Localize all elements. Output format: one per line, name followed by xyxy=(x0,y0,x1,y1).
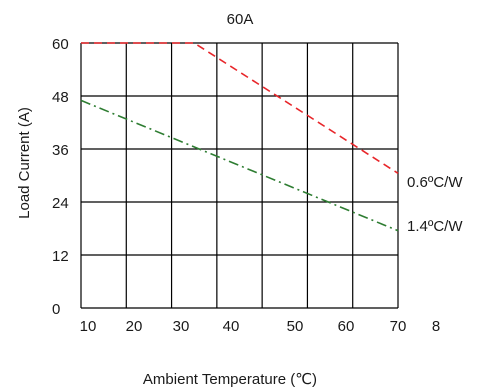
grid xyxy=(80,42,399,309)
y-tick-label: 36 xyxy=(52,142,69,159)
y-tick-label: 24 xyxy=(52,195,69,212)
x-tick-label: 40 xyxy=(223,318,240,335)
tick-labels: 0 12 24 36 48 60 10 20 30 40 50 60 70 8 xyxy=(52,36,440,335)
x-tick-label: 50 xyxy=(287,318,304,335)
y-tick-label: 12 xyxy=(52,248,69,265)
series-line-2 xyxy=(80,99,399,232)
y-axis-label: Load Current (A) xyxy=(16,107,33,219)
legend-label-1: 0.6ºC/W xyxy=(407,174,463,191)
x-tick-label: 60 xyxy=(338,318,355,335)
legend-label-2: 1.4ºC/W xyxy=(407,218,463,235)
series-line-1 xyxy=(81,42,399,174)
x-tick-label: 10 xyxy=(80,318,97,335)
x-axis-label: Ambient Temperature (℃) xyxy=(143,371,317,388)
y-tick-label: 60 xyxy=(52,36,69,53)
x-tick-label: 70 xyxy=(390,318,407,335)
y-tick-label: 0 xyxy=(52,301,60,318)
chart-title: 60A xyxy=(227,11,254,28)
x-tick-label: 30 xyxy=(173,318,190,335)
y-tick-label: 48 xyxy=(52,89,69,106)
series-lines xyxy=(80,42,399,232)
x-tick-label: 8 xyxy=(432,318,440,335)
x-tick-label: 20 xyxy=(126,318,143,335)
legend: 0.6ºC/W 1.4ºC/W xyxy=(407,174,463,235)
